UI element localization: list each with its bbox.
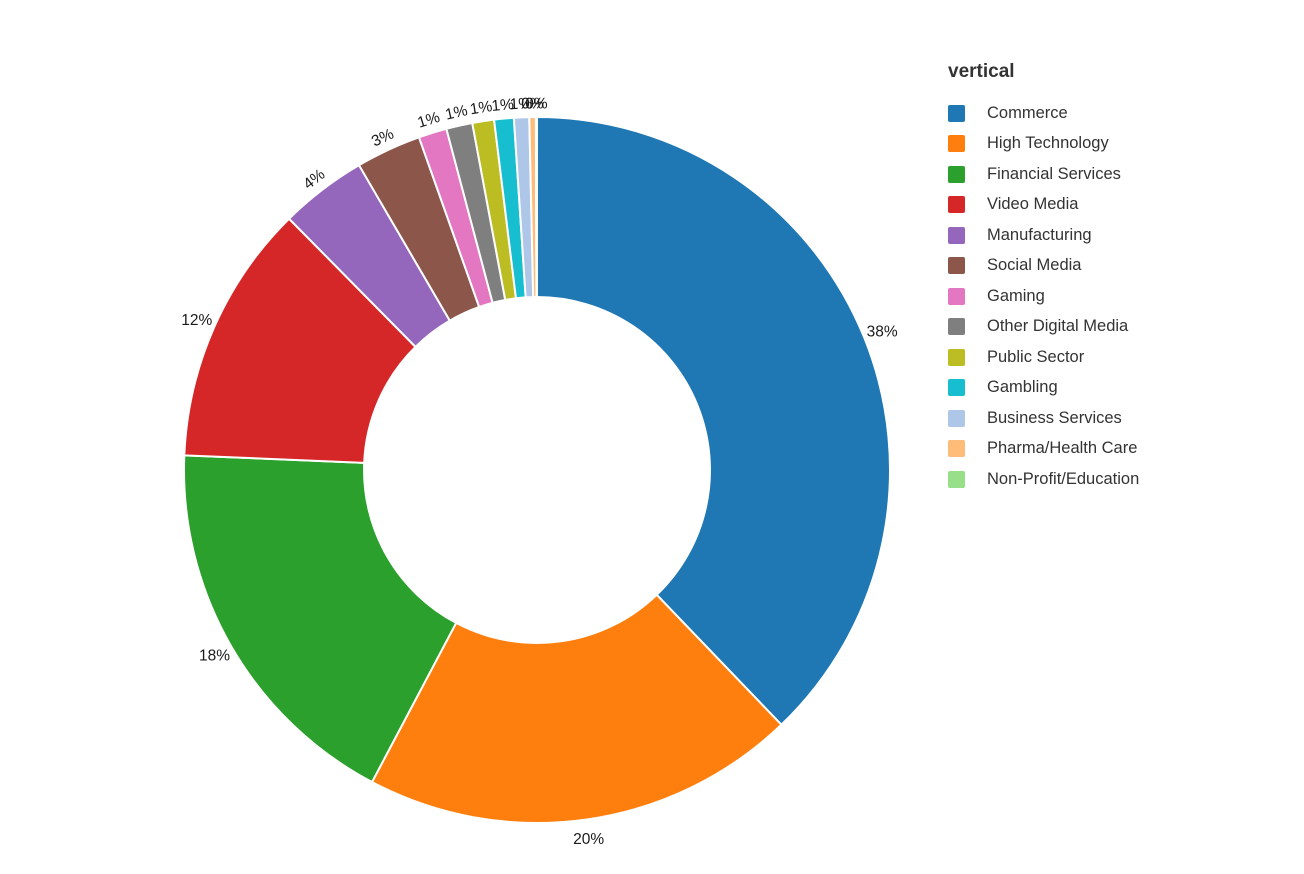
legend-swatch-video-media bbox=[948, 196, 965, 214]
legend-label-manufacturing: Manufacturing bbox=[987, 225, 1092, 244]
legend-label-other-digital-media: Other Digital Media bbox=[987, 317, 1129, 336]
legend-item-gaming[interactable]: Gaming bbox=[948, 281, 1139, 312]
slice-label-high-technology: 20% bbox=[573, 831, 604, 848]
legend-swatch-financial-services bbox=[948, 165, 965, 183]
legend-label-high-technology: High Technology bbox=[987, 134, 1109, 153]
legend-label-social-media: Social Media bbox=[987, 256, 1082, 275]
legend-label-gambling: Gambling bbox=[987, 378, 1058, 397]
legend-items: Commerce High Technology Financial Service… bbox=[948, 98, 1139, 495]
legend-swatch-other-digital-media bbox=[948, 318, 965, 336]
slice-label-non-profit-education: 0% bbox=[525, 95, 548, 112]
legend-item-manufacturing[interactable]: Manufacturing bbox=[948, 220, 1139, 251]
slice-label-financial-services: 18% bbox=[199, 648, 230, 665]
legend-swatch-high-technology bbox=[948, 135, 965, 153]
legend: vertical Commerce High Technology Financia… bbox=[948, 60, 1139, 495]
legend-swatch-business-services bbox=[948, 409, 965, 427]
legend-item-business-services[interactable]: Business Services bbox=[948, 403, 1139, 434]
legend-label-pharma-health-care: Pharma/Health Care bbox=[987, 439, 1138, 458]
legend-swatch-pharma-health-care bbox=[948, 440, 965, 458]
legend-item-video-media[interactable]: Video Media bbox=[948, 190, 1139, 221]
pie-slice-video-media[interactable] bbox=[183, 217, 417, 464]
slice-label-gaming: 1% bbox=[416, 109, 443, 132]
legend-label-commerce: Commerce bbox=[987, 103, 1068, 122]
legend-item-pharma-health-care[interactable]: Pharma/Health Care bbox=[948, 434, 1139, 465]
legend-swatch-commerce bbox=[948, 104, 965, 122]
slice-label-commerce: 38% bbox=[867, 324, 898, 341]
slice-label-business-services: 1% bbox=[509, 95, 532, 113]
pie-slice-high-technology[interactable] bbox=[371, 593, 783, 824]
legend-label-gaming: Gaming bbox=[987, 286, 1045, 305]
legend-item-commerce[interactable]: Commerce bbox=[948, 98, 1139, 129]
legend-item-gambling[interactable]: Gambling bbox=[948, 373, 1139, 404]
legend-title: vertical bbox=[948, 61, 1015, 82]
legend-label-financial-services: Financial Services bbox=[987, 164, 1121, 183]
legend-item-other-digital-media[interactable]: Other Digital Media bbox=[948, 312, 1139, 343]
legend-swatch-gaming bbox=[948, 287, 965, 305]
legend-label-business-services: Business Services bbox=[987, 408, 1122, 427]
pie-slice-financial-services[interactable] bbox=[182, 454, 458, 784]
legend-item-high-technology[interactable]: High Technology bbox=[948, 129, 1139, 160]
legend-item-social-media[interactable]: Social Media bbox=[948, 251, 1139, 282]
slice-label-video-media: 12% bbox=[181, 312, 212, 329]
legend-item-financial-services[interactable]: Financial Services bbox=[948, 159, 1139, 190]
pie-slice-non-profit-education[interactable] bbox=[534, 115, 538, 299]
legend-swatch-non-profit-education bbox=[948, 470, 965, 488]
slice-label-public-sector: 1% bbox=[469, 98, 494, 118]
legend-swatch-manufacturing bbox=[948, 226, 965, 244]
legend-label-video-media: Video Media bbox=[987, 195, 1079, 214]
slice-label-gambling: 1% bbox=[491, 96, 515, 115]
slice-label-social-media: 3% bbox=[369, 125, 397, 150]
legend-label-non-profit-education: Non-Profit/Education bbox=[987, 469, 1140, 488]
slice-label-other-digital-media: 1% bbox=[444, 102, 470, 124]
slice-label-pharma-health-care: 0% bbox=[521, 95, 544, 112]
legend-item-public-sector[interactable]: Public Sector bbox=[948, 342, 1139, 373]
legend-label-public-sector: Public Sector bbox=[987, 347, 1085, 366]
pie-slice-commerce[interactable] bbox=[536, 116, 891, 726]
legend-swatch-public-sector bbox=[948, 348, 965, 366]
legend-item-non-profit-education[interactable]: Non-Profit/Education bbox=[948, 464, 1139, 495]
legend-swatch-gambling bbox=[948, 379, 965, 397]
legend-swatch-social-media bbox=[948, 257, 965, 275]
